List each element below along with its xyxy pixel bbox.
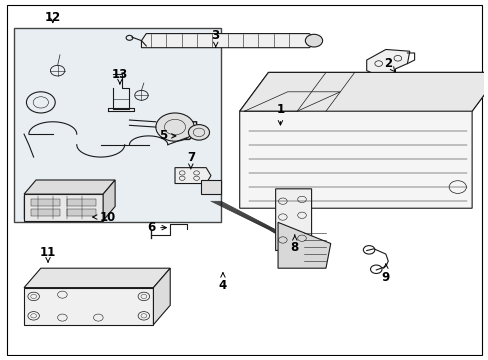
Text: 12: 12: [44, 11, 61, 24]
Polygon shape: [366, 49, 409, 78]
Bar: [67, 208, 96, 216]
Polygon shape: [175, 168, 210, 184]
Polygon shape: [141, 33, 318, 48]
Text: 5: 5: [159, 129, 176, 143]
Polygon shape: [278, 222, 330, 268]
Polygon shape: [239, 72, 488, 111]
Polygon shape: [153, 268, 170, 325]
Text: 9: 9: [381, 264, 389, 284]
Text: 6: 6: [146, 221, 166, 234]
Text: 3: 3: [211, 29, 220, 48]
Text: 7: 7: [186, 150, 195, 169]
Text: 13: 13: [112, 68, 128, 84]
Text: 2: 2: [384, 57, 394, 72]
Circle shape: [156, 113, 194, 141]
Bar: [31, 208, 60, 216]
Polygon shape: [24, 268, 170, 288]
Text: 8: 8: [290, 235, 298, 253]
Polygon shape: [24, 288, 153, 325]
Circle shape: [305, 34, 322, 47]
Polygon shape: [24, 194, 103, 221]
Text: 10: 10: [92, 211, 116, 224]
Bar: [31, 199, 60, 207]
Polygon shape: [24, 180, 115, 194]
Bar: [67, 199, 96, 207]
Bar: [15, 28, 220, 222]
Text: 4: 4: [218, 273, 226, 292]
Circle shape: [188, 125, 209, 140]
Polygon shape: [239, 72, 488, 208]
Polygon shape: [201, 180, 220, 194]
Text: 11: 11: [40, 246, 56, 262]
Text: 1: 1: [276, 103, 284, 125]
Polygon shape: [103, 180, 115, 221]
Polygon shape: [275, 189, 311, 251]
